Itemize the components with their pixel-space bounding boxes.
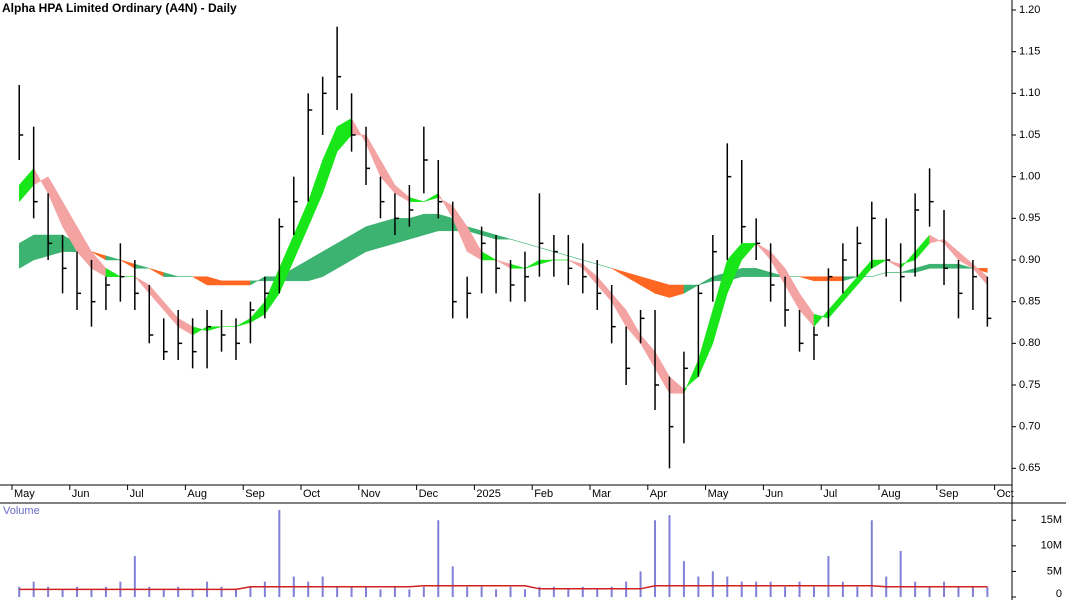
y-tick-label: 0.70 — [1019, 421, 1040, 433]
y-tick-label: 1.00 — [1019, 171, 1040, 183]
x-tick-label: Mar — [592, 488, 611, 500]
x-tick-label: Feb — [534, 488, 553, 500]
ma-band — [380, 218, 396, 248]
ma-band — [33, 234, 49, 261]
x-tick-label: Jul — [130, 488, 144, 500]
x-tick-label: Jun — [765, 488, 783, 500]
ma-band — [813, 276, 829, 282]
x-tick-label: Jul — [823, 488, 837, 500]
ma-band — [365, 222, 381, 252]
y-tick-label: 0.75 — [1019, 379, 1040, 391]
x-tick-label: Apr — [650, 488, 667, 500]
ma-band — [105, 255, 121, 261]
y-tick-label: 1.15 — [1019, 46, 1040, 58]
y-tick-label: 1.20 — [1019, 4, 1040, 16]
ma-band — [683, 284, 700, 294]
x-tick-label: Dec — [419, 488, 439, 500]
x-tick-label: Jun — [72, 488, 90, 500]
x-tick-label: May — [708, 488, 729, 500]
y-tick-label: 15M — [1041, 514, 1062, 526]
ma-band — [163, 272, 179, 277]
x-tick-label: Aug — [187, 488, 207, 500]
ma-band — [105, 267, 122, 277]
x-tick-label: Oct — [997, 488, 1014, 500]
x-tick-label: Sep — [939, 488, 959, 500]
ma-band — [741, 268, 757, 277]
y-tick-label: 0.90 — [1019, 254, 1040, 266]
y-tick-label: 1.05 — [1019, 129, 1040, 141]
volume-average — [19, 584, 988, 591]
ma-band — [409, 213, 425, 240]
ma-band — [394, 218, 410, 244]
ma-band — [929, 263, 945, 269]
volume-title: Volume — [3, 505, 40, 517]
ma-band — [221, 280, 237, 286]
x-tick-label: Oct — [303, 488, 320, 500]
y-tick-label: 1.10 — [1019, 87, 1040, 99]
x-tick-label: May — [14, 488, 35, 500]
ma-band — [235, 280, 251, 286]
y-tick-label: 0.80 — [1019, 337, 1040, 349]
x-tick-label: Nov — [361, 488, 381, 500]
y-tick-label: 5M — [1047, 565, 1062, 577]
x-tick-label: Aug — [881, 488, 901, 500]
ma-band — [741, 243, 757, 261]
y-tick-label: 0 — [1056, 588, 1062, 600]
y-tick-label: 10M — [1041, 540, 1062, 552]
y-tick-label: 0.95 — [1019, 212, 1040, 224]
y-tick-label: 0.85 — [1019, 296, 1040, 308]
y-tick-label: 0.65 — [1019, 462, 1040, 474]
x-tick-label: Sep — [245, 488, 265, 500]
chart-title: Alpha HPA Limited Ordinary (A4N) - Daily — [2, 1, 237, 15]
x-tick-label: 2025 — [476, 488, 500, 500]
